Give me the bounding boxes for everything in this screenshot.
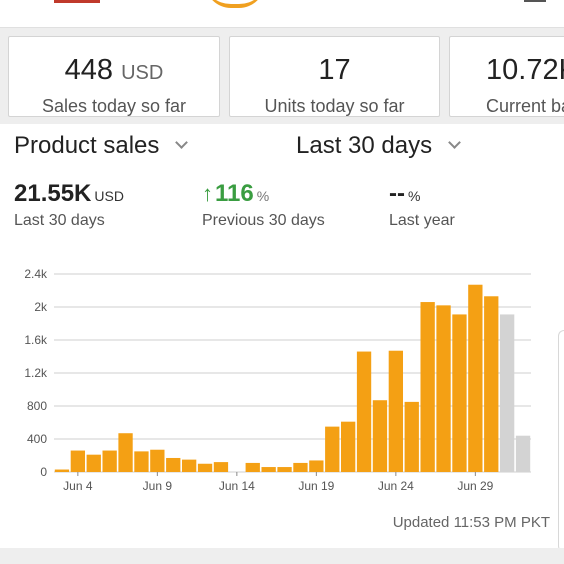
bar[interactable]	[484, 296, 499, 472]
bar[interactable]	[420, 302, 435, 472]
bar[interactable]	[213, 462, 229, 472]
total-sales-value: 21.55K	[14, 180, 92, 207]
bar[interactable]	[340, 421, 356, 472]
yoy-stat: --% Last year	[389, 180, 455, 230]
y-tick-label: 2k	[34, 300, 48, 314]
units-today-card[interactable]: 17 Units today so far	[229, 36, 440, 117]
x-tick-label: Jun 29	[457, 479, 493, 493]
logo-smile-icon	[205, 0, 265, 8]
summary-cards: 448 USD Sales today so far 17 Units toda…	[0, 28, 564, 124]
bar[interactable]	[499, 314, 515, 472]
bar[interactable]	[150, 449, 165, 472]
yoy-label: Last year	[389, 212, 455, 229]
total-sales-unit: USD	[94, 188, 124, 204]
units-today-value: 17	[230, 54, 439, 87]
total-sales-label: Last 30 days	[14, 212, 105, 229]
bar[interactable]	[86, 454, 101, 472]
chevron-down-icon	[448, 136, 461, 149]
bar[interactable]	[166, 457, 181, 472]
yoy-unit: %	[407, 188, 421, 204]
y-tick-label: 800	[27, 399, 47, 413]
sales-panel: Product sales Last 30 days 21.55K USD Las…	[0, 124, 564, 548]
bar[interactable]	[197, 463, 213, 472]
bar[interactable]	[404, 401, 419, 472]
chevron-down-icon	[175, 136, 189, 149]
bar[interactable]	[134, 451, 149, 472]
bar[interactable]	[54, 469, 70, 472]
active-tab-indicator[interactable]	[54, 0, 100, 3]
sales-today-unit: USD	[121, 62, 164, 84]
bar[interactable]	[102, 450, 117, 472]
date-range-dropdown[interactable]: Last 30 days	[296, 132, 461, 160]
bottom-divider	[0, 548, 564, 564]
metric-dropdown[interactable]: Product sales	[14, 132, 189, 160]
x-tick-label: Jun 14	[219, 479, 255, 493]
menu-icon[interactable]	[524, 0, 546, 2]
arrow-up-icon: ↑	[202, 181, 213, 206]
x-tick-label: Jun 24	[378, 479, 414, 493]
top-app-bar	[0, 0, 564, 28]
y-tick-label: 0	[40, 465, 47, 479]
y-tick-label: 2.4k	[24, 267, 48, 281]
bar[interactable]	[515, 435, 531, 472]
change-stat: ↑116% Previous 30 days	[202, 180, 325, 230]
change-value: 116	[215, 180, 254, 207]
bar[interactable]	[388, 350, 404, 472]
sales-today-amount: 448	[64, 54, 114, 86]
units-today-label: Units today so far	[264, 96, 405, 116]
balance-amount: 10.72K	[486, 54, 564, 86]
x-tick-label: Jun 19	[298, 479, 334, 493]
bar[interactable]	[70, 450, 86, 472]
sales-today-label: Sales today so far	[41, 96, 187, 116]
bar[interactable]	[468, 284, 483, 472]
change-unit: %	[256, 188, 270, 204]
balance-label: Current balance	[486, 96, 564, 116]
bar[interactable]	[325, 426, 340, 472]
balance-value: 10.72K	[486, 54, 564, 87]
bar[interactable]	[181, 459, 197, 472]
change-label: Previous 30 days	[202, 212, 325, 229]
sales-today-value: 448 USD	[9, 54, 219, 87]
sales-today-card[interactable]: 448 USD Sales today so far	[8, 36, 220, 117]
metric-dropdown-label: Product sales	[14, 132, 160, 159]
sales-bar-chart[interactable]: 0 400 800 1.2k 1.6k 2k 2.4k Jun 4 Jun 9 Jun 14 Jun…	[0, 262, 564, 498]
bar[interactable]	[356, 351, 372, 472]
bar[interactable]	[436, 305, 451, 472]
date-range-label: Last 30 days	[296, 132, 433, 159]
side-drawer-handle[interactable]	[558, 330, 564, 552]
bar[interactable]	[372, 400, 388, 472]
bar[interactable]	[293, 462, 308, 472]
x-tick-label: Jun 4	[63, 479, 93, 493]
updated-timestamp: Updated 11:53 PM PKT	[392, 514, 550, 531]
bar[interactable]	[118, 433, 133, 472]
bar[interactable]	[452, 314, 467, 472]
x-tick-label: Jun 9	[143, 479, 173, 493]
units-today-amount: 17	[318, 54, 351, 86]
y-tick-label: 1.2k	[24, 366, 48, 380]
bar[interactable]	[277, 467, 292, 472]
yoy-value: --	[389, 180, 405, 207]
bar[interactable]	[245, 462, 260, 472]
balance-card[interactable]: 10.72K Current balance	[449, 36, 564, 117]
y-tick-label: 1.6k	[24, 333, 48, 347]
bar[interactable]	[261, 467, 276, 472]
total-sales-stat: 21.55K USD Last 30 days	[14, 180, 124, 230]
y-tick-label: 400	[27, 432, 47, 446]
bar[interactable]	[309, 460, 324, 472]
